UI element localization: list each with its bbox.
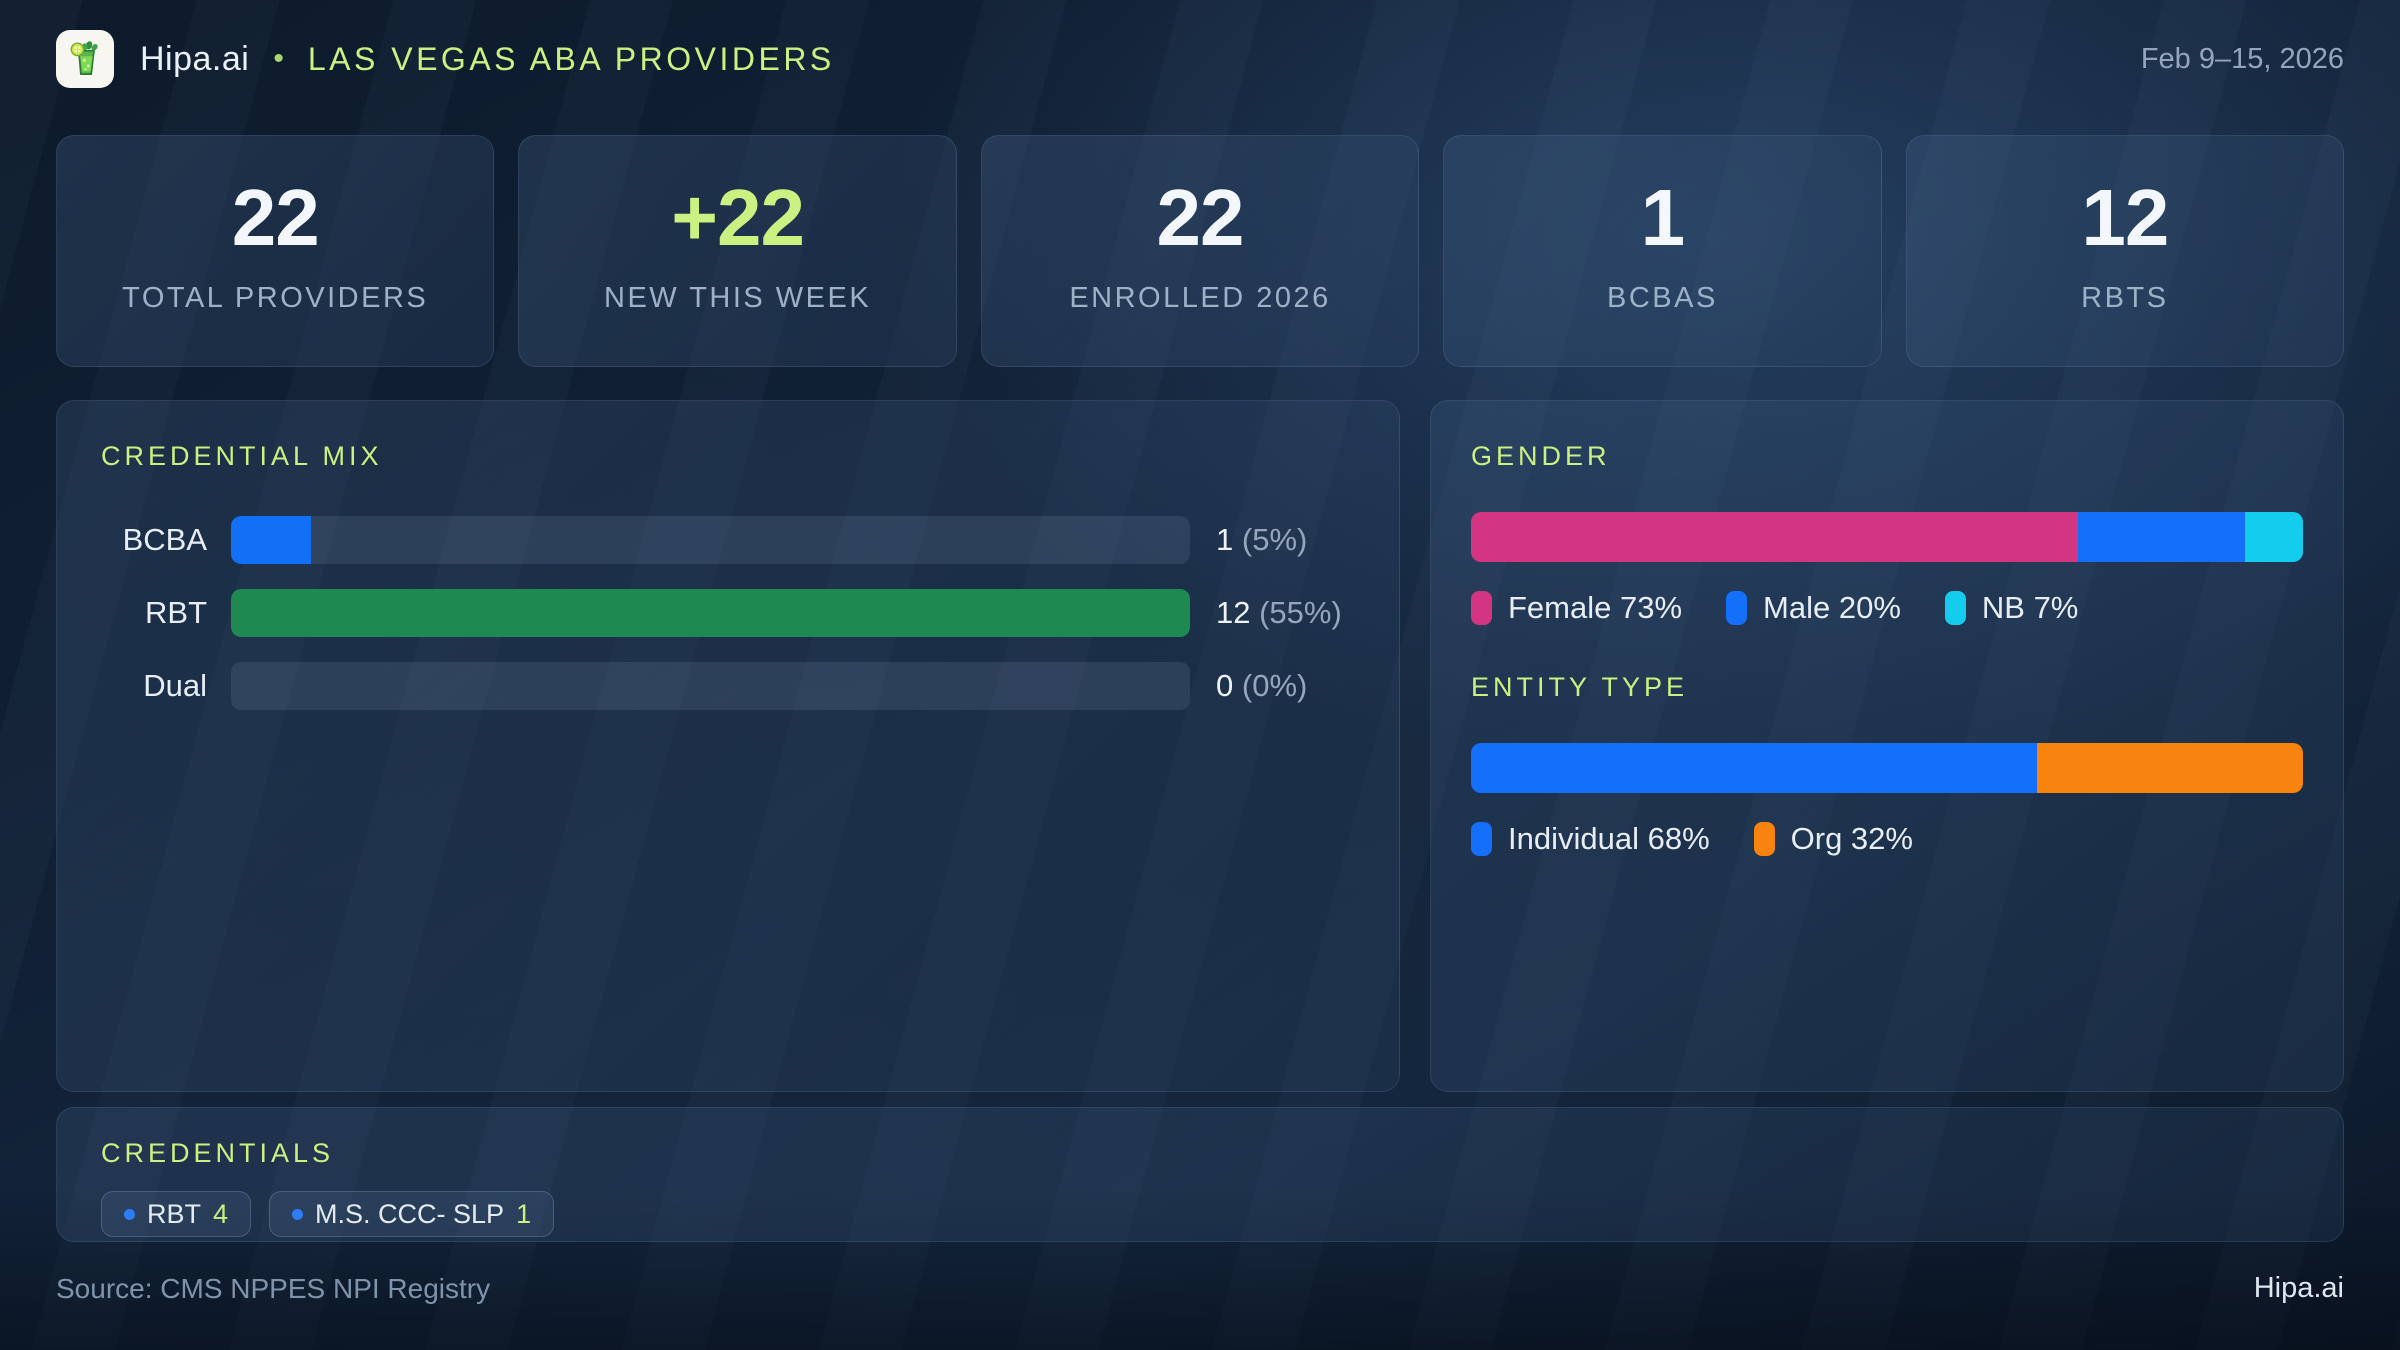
stat-label: RBTS (2081, 281, 2169, 314)
entity-type-stacked-bar (1471, 743, 2303, 793)
stat-label: BCBAS (1607, 281, 1718, 314)
entity-type-title: ENTITY TYPE (1471, 672, 1689, 702)
entity-type-legend: Individual 68% Org 32% (1471, 821, 2303, 857)
legend-item-male: Male 20% (1726, 590, 1901, 626)
legend-color-swatch (1471, 822, 1492, 856)
gender-segment-nb (2244, 512, 2303, 562)
legend-item-org: Org 32% (1753, 821, 1913, 857)
stat-value: 22 (1156, 172, 1245, 262)
stat-label: ENROLLED 2026 (1069, 281, 1331, 314)
gender-segment-male (2078, 512, 2245, 562)
credential-chip-rbt[interactable]: RBT 4 (101, 1191, 252, 1237)
page-title: LAS VEGAS ABA PROVIDERS (307, 40, 835, 77)
stat-label: TOTAL PROVIDERS (122, 281, 429, 314)
bar-track (231, 516, 1190, 564)
bar-count: 1 (1216, 522, 1234, 557)
gender-legend: Female 73% Male 20% NB 7% (1471, 590, 2303, 626)
credential-chips: RBT 4 M.S. CCC- SLP 1 (101, 1191, 2299, 1237)
legend-label: Male 20% (1763, 590, 1901, 625)
stat-card-new-this-week: +22 NEW THIS WEEK (518, 135, 957, 367)
bar-row-rbt: RBT 12 (55%) (101, 589, 1355, 637)
credential-mix-panel: CREDENTIAL MIX BCBA 1 (5%) RBT (56, 400, 1400, 1092)
header: Hipa.ai • LAS VEGAS ABA PROVIDERS Feb 9–… (56, 28, 2344, 90)
credential-mix-chart: BCBA 1 (5%) RBT 12 ( (101, 516, 1355, 710)
legend-label: Female 73% (1508, 590, 1683, 625)
dot-icon (292, 1208, 304, 1220)
entity-segment-individual (1471, 743, 2037, 793)
bar-percent: (0%) (1241, 668, 1308, 703)
legend-color-swatch (1726, 591, 1748, 625)
bar-track (231, 662, 1190, 710)
stat-card-enrolled-2026: 22 ENROLLED 2026 (980, 135, 1420, 367)
legend-color-swatch (1753, 822, 1775, 856)
stat-value: 12 (2081, 172, 2169, 262)
legend-item-female: Female 73% (1471, 590, 1682, 626)
chip-label: RBT (147, 1198, 201, 1229)
stat-card-rbts: 12 RBTS (1905, 135, 2345, 367)
footer-brand: Hipa.ai (2253, 1272, 2344, 1304)
bar-label: Dual (143, 668, 207, 703)
stat-value: +22 (671, 172, 805, 262)
credential-chip-ms-ccc-slp[interactable]: M.S. CCC- SLP 1 (269, 1191, 555, 1237)
app-logo (56, 30, 114, 88)
legend-label: NB 7% (1981, 590, 2079, 625)
demographics-panel: GENDER Female 73% Male 20% NB 7% (1430, 400, 2344, 1092)
bar-row-bcba: BCBA 1 (5%) (101, 516, 1355, 564)
gender-segment-female (1471, 512, 2079, 562)
chip-count: 4 (213, 1198, 229, 1229)
legend-label: Org 32% (1790, 821, 1913, 856)
stat-card-bcbas: 1 BCBAS (1443, 135, 1882, 367)
chip-label: M.S. CCC- SLP (315, 1198, 505, 1229)
stat-label: NEW THIS WEEK (604, 281, 872, 314)
dot-icon (124, 1208, 135, 1220)
credential-mix-title: CREDENTIAL MIX (101, 441, 383, 471)
bar-percent: (5%) (1241, 522, 1308, 557)
bar-label: BCBA (122, 522, 207, 557)
bar-percent: (55%) (1259, 595, 1342, 630)
mojito-glass-icon (70, 41, 98, 75)
bullet-separator-icon: • (273, 42, 284, 75)
bar-count: 0 (1216, 668, 1234, 703)
bar-label: RBT (145, 595, 207, 630)
chip-count: 1 (516, 1198, 532, 1229)
bar-track (231, 589, 1190, 637)
date-range: Feb 9–15, 2026 (2140, 42, 2344, 75)
stat-cards-row: 22 TOTAL PROVIDERS +22 NEW THIS WEEK 22 … (56, 135, 2345, 367)
source-attribution: Source: CMS NPPES NPI Registry (56, 1272, 491, 1304)
legend-item-nb: NB 7% (1944, 590, 2079, 626)
gender-stacked-bar (1471, 512, 2303, 562)
bar-value: 1 (5%) (1190, 522, 1355, 558)
legend-color-swatch (1471, 591, 1492, 625)
legend-color-swatch (1944, 591, 1966, 625)
gender-title: GENDER (1471, 441, 1611, 471)
brand-name: Hipa.ai (140, 39, 250, 78)
bar-fill (231, 516, 311, 564)
bar-value: 12 (55%) (1190, 595, 1355, 631)
bar-count: 12 (1216, 595, 1251, 630)
footer: Source: CMS NPPES NPI Registry Hipa.ai (56, 1272, 2344, 1305)
credentials-panel: CREDENTIALS RBT 4 M.S. CCC- SLP 1 (56, 1107, 2344, 1242)
stat-value: 22 (231, 172, 320, 262)
bar-row-dual: Dual 0 (0%) (101, 662, 1355, 710)
legend-item-individual: Individual 68% (1471, 821, 1710, 857)
stat-card-total-providers: 22 TOTAL PROVIDERS (56, 135, 495, 367)
bar-value: 0 (0%) (1190, 668, 1355, 704)
stat-value: 1 (1640, 172, 1685, 262)
bar-fill (231, 589, 1190, 637)
main-content: CREDENTIAL MIX BCBA 1 (5%) RBT (56, 400, 2344, 1092)
credentials-title: CREDENTIALS (101, 1138, 335, 1168)
entity-segment-org (2036, 743, 2303, 793)
legend-label: Individual 68% (1508, 821, 1710, 856)
